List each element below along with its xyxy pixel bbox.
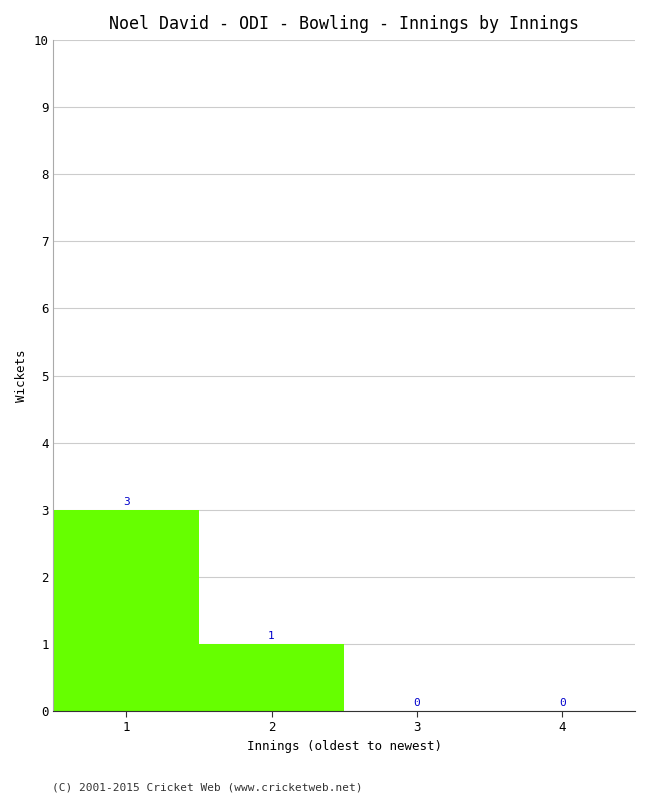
Text: 3: 3 [123,497,129,507]
Text: 0: 0 [559,698,566,708]
Text: 0: 0 [413,698,421,708]
Text: (C) 2001-2015 Cricket Web (www.cricketweb.net): (C) 2001-2015 Cricket Web (www.cricketwe… [52,782,363,792]
Title: Noel David - ODI - Bowling - Innings by Innings: Noel David - ODI - Bowling - Innings by … [109,15,579,33]
Y-axis label: Wickets: Wickets [15,350,28,402]
Text: 1: 1 [268,631,275,642]
X-axis label: Innings (oldest to newest): Innings (oldest to newest) [247,740,442,753]
Bar [53,510,199,711]
Bar [199,644,344,711]
